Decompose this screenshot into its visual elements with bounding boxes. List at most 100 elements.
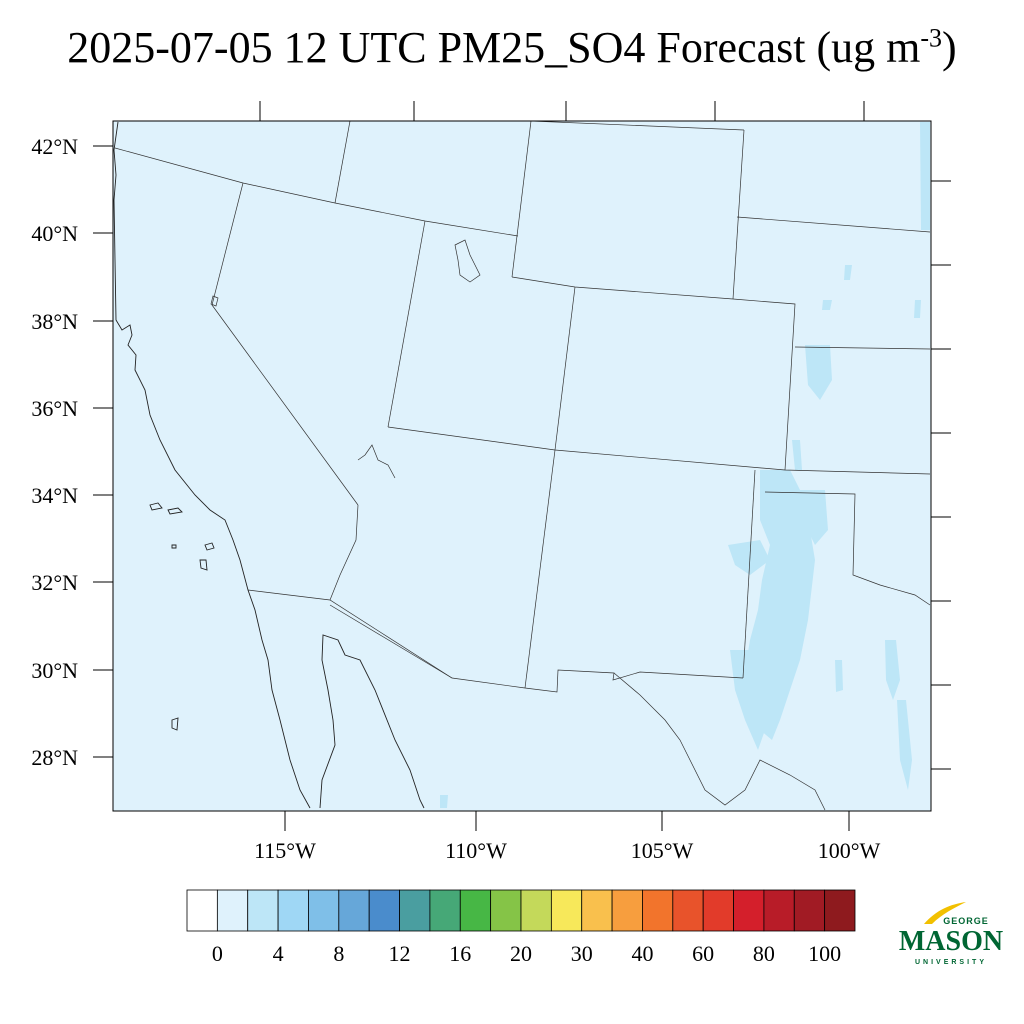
boundary-nv-ca	[211, 182, 359, 506]
boundary-nm-east	[742, 469, 756, 679]
concentration-patch	[844, 265, 852, 280]
lat-label: 28°N	[31, 745, 78, 770]
colorbar-box	[642, 889, 674, 932]
boundary-us-mexico	[247, 589, 744, 693]
logo-top: GEORGE	[943, 916, 989, 926]
concentration-patch	[805, 345, 832, 400]
map-title: 2025-07-05 12 UTC PM25_SO4 Forecast (ug …	[0, 22, 1024, 73]
boundary-wy-west	[511, 120, 532, 278]
title-exponent: -3	[920, 23, 943, 53]
colorbar-label: 20	[510, 941, 532, 966]
coastline-gulf-baja	[319, 634, 425, 809]
latitude-labels: 42°N 40°N 38°N 36°N 34°N 32°N 30°N 28°N	[31, 134, 78, 770]
boundary-lake-tahoe	[210, 295, 219, 307]
colorbar-box	[277, 889, 309, 932]
lon-label: 105°W	[631, 838, 694, 863]
gmu-logo: GEORGE MASON UNIVERSITY	[899, 902, 1003, 966]
colorbar-box	[793, 889, 826, 932]
island-2	[167, 507, 183, 515]
concentration-patch	[914, 300, 921, 318]
colorbar-box	[581, 889, 613, 932]
title-main: 2025-07-05 12 UTC PM25_SO4 Forecast (ug …	[67, 23, 921, 72]
colorbar-label: 60	[692, 941, 714, 966]
concentration-patch	[822, 300, 832, 310]
boundary-rio-grande	[613, 672, 826, 811]
boundary-ne-ks	[794, 346, 931, 350]
colorbar-box	[763, 889, 795, 932]
coastline-pacific	[113, 121, 311, 809]
colorbar-labels: 0 4 8 12 16 20 30 40 60 80 100	[212, 941, 841, 966]
lat-label: 38°N	[31, 309, 78, 334]
colorbar-box	[550, 889, 583, 932]
lon-label: 100°W	[818, 838, 881, 863]
concentration-patch	[440, 795, 448, 808]
state-boundaries	[114, 120, 931, 811]
island-4	[199, 559, 208, 571]
lat-label: 34°N	[31, 483, 78, 508]
boundary-co-east	[732, 298, 796, 471]
logo-bottom: UNIVERSITY	[915, 959, 987, 966]
boundary-az-nm	[524, 449, 556, 689]
boundary-wy-east	[732, 129, 745, 300]
boundary-four-corners	[387, 426, 931, 475]
colorbar-box	[216, 889, 249, 932]
colorbar-label: 40	[631, 941, 653, 966]
colorbar-box	[247, 889, 279, 932]
island-6	[171, 544, 177, 549]
colorbar-box	[520, 889, 552, 932]
colorbar-label: 80	[753, 941, 775, 966]
concentration-patches	[440, 122, 930, 808]
longitude-labels: 115°W 110°W 105°W 100°W	[254, 838, 880, 863]
map-background	[113, 121, 931, 811]
colorbar-box	[824, 889, 856, 932]
boundary-mt-wy	[530, 120, 745, 131]
concentration-patch	[730, 650, 765, 750]
boundary-dakotas	[736, 216, 931, 233]
island-5	[171, 717, 179, 731]
colorbar	[186, 889, 856, 932]
concentration-patch	[835, 660, 843, 692]
colorbar-box	[490, 889, 522, 932]
island-3	[204, 542, 215, 551]
axis-ticks	[93, 101, 951, 831]
lat-label: 30°N	[31, 658, 78, 683]
logo-middle: MASON	[899, 926, 1003, 957]
concentration-patch	[885, 640, 900, 700]
colorbar-label: 30	[571, 941, 593, 966]
colorbar-box	[368, 889, 400, 932]
colorbar-box	[399, 889, 431, 932]
lat-label: 36°N	[31, 396, 78, 421]
colorbar-box	[429, 889, 461, 932]
colorbar-box	[459, 889, 492, 932]
boundary-ok-tx	[764, 491, 931, 606]
boundary-ca-az	[329, 504, 359, 601]
lon-label: 115°W	[254, 838, 316, 863]
colorbar-label: 8	[333, 941, 344, 966]
coastline	[113, 121, 425, 809]
boundary-ut-co	[554, 286, 576, 451]
colorbar-label: 16	[449, 941, 471, 966]
map-frame	[112, 120, 932, 812]
lat-label: 32°N	[31, 570, 78, 595]
boundary-lake-mead	[357, 444, 396, 479]
boundary-az-sonora	[329, 604, 453, 679]
boundary-id-mt	[334, 120, 351, 204]
boundary-great-salt-lake	[454, 239, 481, 283]
colorbar-label: 12	[389, 941, 411, 966]
concentration-patch	[792, 440, 802, 470]
colorbar-label: 100	[808, 941, 841, 966]
logo-swoosh	[924, 902, 966, 924]
lat-label: 40°N	[31, 221, 78, 246]
colorbar-box	[733, 889, 765, 932]
colorbar-box	[702, 889, 734, 932]
concentration-patch	[800, 490, 828, 545]
colorbar-box	[672, 889, 704, 932]
colorbar-label: 0	[212, 941, 223, 966]
colorbar-label: 4	[273, 941, 284, 966]
boundary-nv-ut	[387, 220, 426, 428]
lat-label: 42°N	[31, 134, 78, 159]
colorbar-box	[308, 889, 340, 932]
concentration-patch	[897, 700, 912, 790]
colorbar-box	[186, 889, 218, 932]
